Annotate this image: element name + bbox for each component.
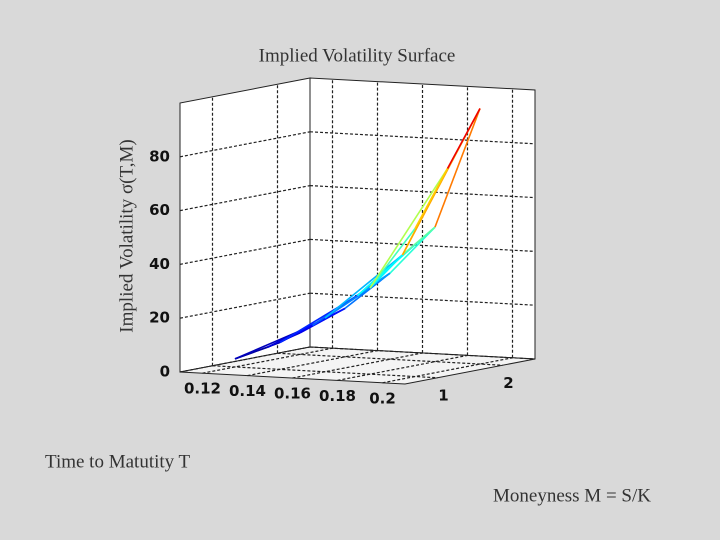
grid-line xyxy=(212,365,438,379)
mesh-line xyxy=(324,254,404,319)
grid-line xyxy=(309,292,536,306)
mesh-line xyxy=(434,108,481,228)
x-tick-label: 0.14 xyxy=(229,382,266,400)
chart-title: Implied Volatility Surface xyxy=(259,45,456,66)
z-tick-label: 0 xyxy=(160,363,170,381)
mesh-line xyxy=(389,226,436,274)
grid-line xyxy=(292,352,423,379)
mesh-line xyxy=(369,168,449,289)
mesh-line xyxy=(446,108,481,169)
x-tick-label: 0.18 xyxy=(319,387,356,405)
x-tick-label: 0.16 xyxy=(274,385,311,403)
mesh-line xyxy=(369,228,416,289)
z-tick-label: 40 xyxy=(149,255,170,273)
z-axis-label: Implied Volatility σ(T,M) xyxy=(116,139,137,332)
x-axis-label: Time to Matutity T xyxy=(45,451,191,472)
x-tick-label: 0.2 xyxy=(369,389,396,407)
z-tick-label: 80 xyxy=(149,147,170,165)
z-tick-label: 20 xyxy=(149,309,170,327)
z-tick-label: 60 xyxy=(149,201,170,219)
grid-line xyxy=(277,352,503,366)
y-tick-label: 1 xyxy=(438,386,448,404)
side-wall xyxy=(179,77,311,373)
x-tick-label: 0.12 xyxy=(184,380,221,398)
y-tick-label: 2 xyxy=(503,374,513,392)
grid-line xyxy=(179,131,311,158)
grid-line xyxy=(179,292,311,319)
grid-line xyxy=(179,238,311,265)
mesh-line xyxy=(401,226,436,256)
grid-line xyxy=(202,347,333,374)
mesh-line xyxy=(369,254,404,289)
grid-line xyxy=(382,357,513,384)
grid-line xyxy=(179,185,311,212)
grid-line xyxy=(247,350,378,377)
y-axis-label: Moneyness M = S/K xyxy=(493,485,651,506)
grid-line xyxy=(179,346,311,373)
mesh-line xyxy=(414,168,449,229)
grid-line xyxy=(337,354,468,381)
